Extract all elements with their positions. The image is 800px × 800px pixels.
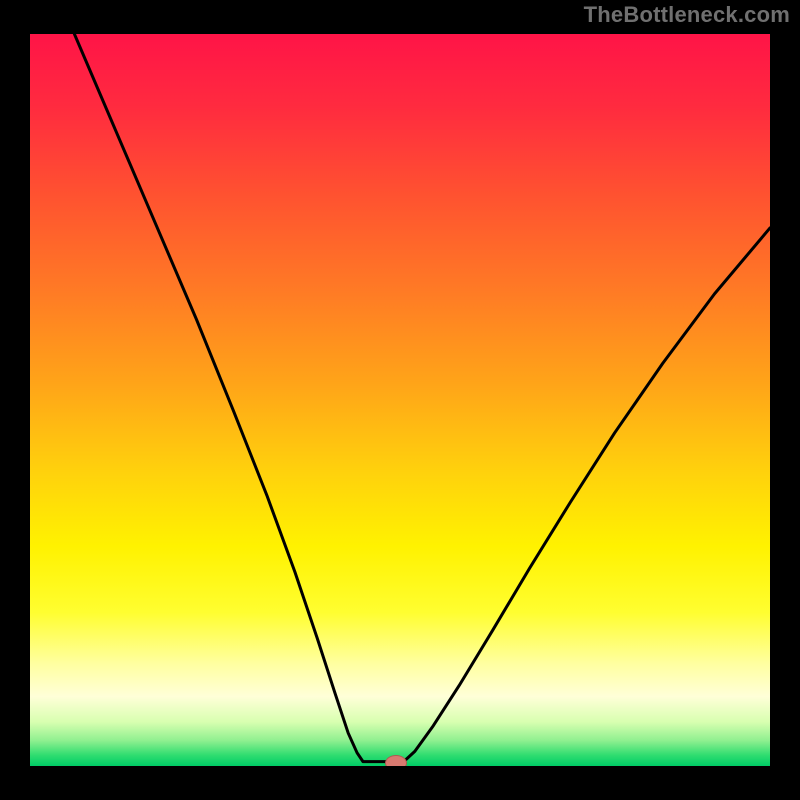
plot-area	[30, 34, 770, 766]
frame-border	[0, 34, 30, 766]
bottleneck-curve	[30, 34, 770, 766]
frame-border	[0, 766, 800, 800]
curve-path	[74, 34, 770, 762]
optimal-point-marker	[385, 755, 407, 766]
frame-border	[770, 34, 800, 766]
watermark: TheBottleneck.com	[584, 2, 790, 28]
